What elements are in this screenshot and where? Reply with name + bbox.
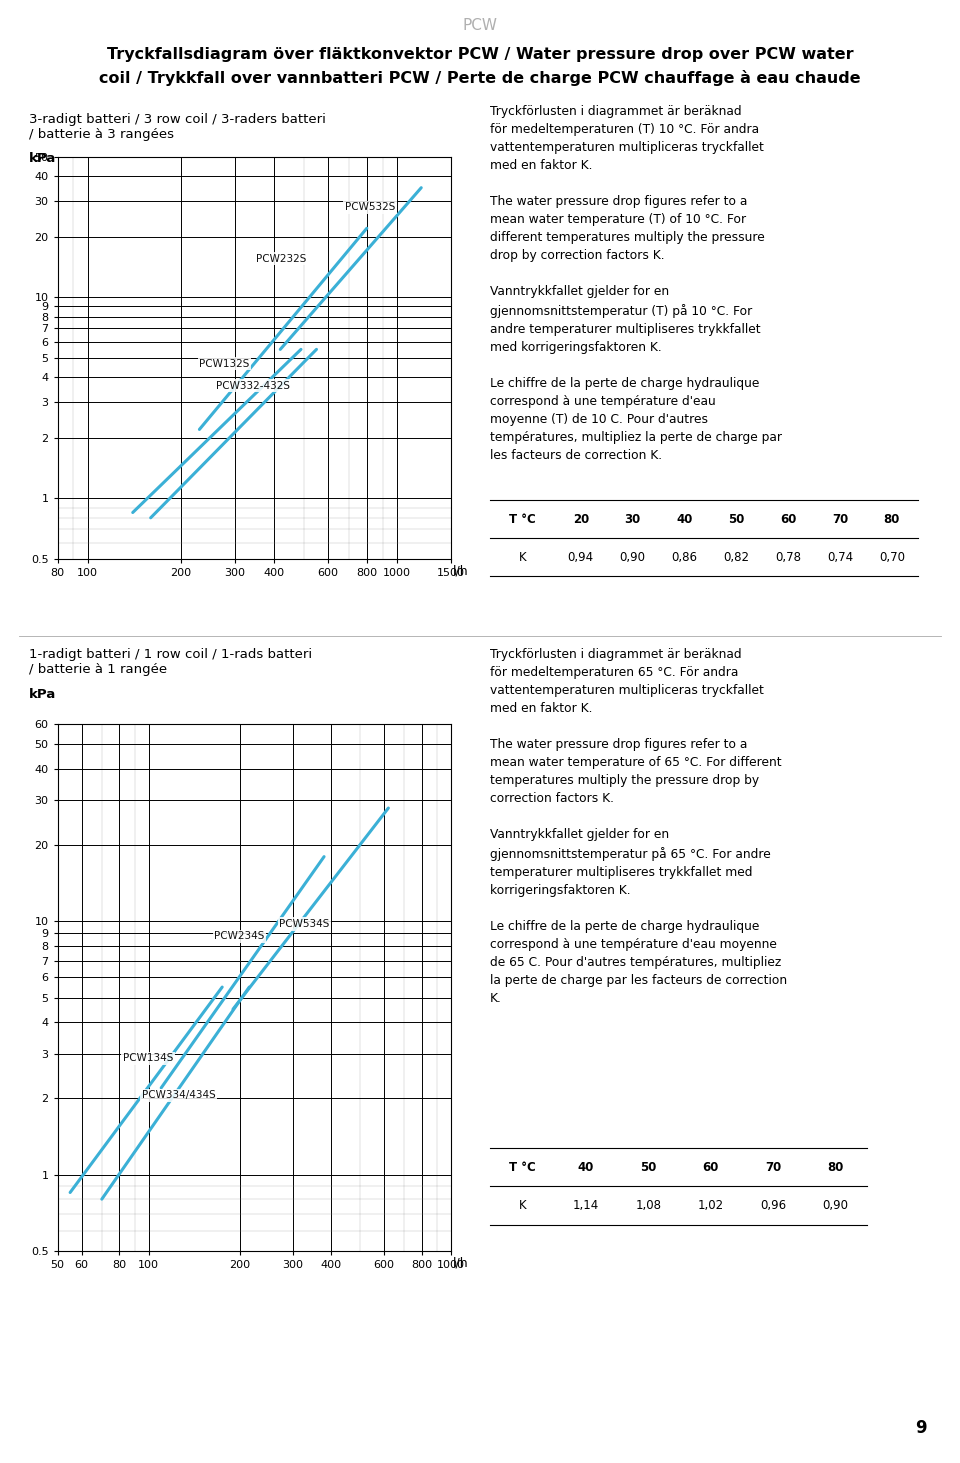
Text: 20: 20 xyxy=(573,514,588,525)
Text: l/h: l/h xyxy=(453,1257,468,1270)
Text: K: K xyxy=(518,1200,526,1211)
Text: 50: 50 xyxy=(728,514,745,525)
Text: 0,70: 0,70 xyxy=(878,552,905,563)
Text: 0,90: 0,90 xyxy=(619,552,646,563)
Text: 1,08: 1,08 xyxy=(636,1200,661,1211)
Text: PCW332-432S: PCW332-432S xyxy=(216,380,290,391)
Text: 1-radigt batteri / 1 row coil / 1-rads batteri
/ batterie à 1 rangée: 1-radigt batteri / 1 row coil / 1-rads b… xyxy=(29,648,312,676)
Text: 1,02: 1,02 xyxy=(698,1200,724,1211)
Text: 0,78: 0,78 xyxy=(775,552,802,563)
Text: PCW132S: PCW132S xyxy=(200,358,250,369)
Text: Tryckförlusten i diagrammet är beräknad
för medeltemperaturen 65 °C. För andra
v: Tryckförlusten i diagrammet är beräknad … xyxy=(490,648,787,1005)
Text: 60: 60 xyxy=(780,514,797,525)
Text: PCW234S: PCW234S xyxy=(214,930,265,941)
Text: PCW534S: PCW534S xyxy=(279,919,329,929)
Text: T °C: T °C xyxy=(509,1162,536,1173)
Text: PCW334/434S: PCW334/434S xyxy=(142,1090,216,1100)
Text: T °C: T °C xyxy=(509,514,536,525)
Text: 0,82: 0,82 xyxy=(723,552,750,563)
Text: 0,96: 0,96 xyxy=(760,1200,786,1211)
Text: 70: 70 xyxy=(765,1162,781,1173)
Text: 80: 80 xyxy=(883,514,900,525)
Text: coil / Trykkfall over vannbatteri PCW / Perte de charge PCW chauffage à eau chau: coil / Trykkfall over vannbatteri PCW / … xyxy=(99,70,861,86)
Text: PCW134S: PCW134S xyxy=(123,1053,173,1064)
Text: Tryckförlusten i diagrammet är beräknad
för medeltemperaturen (T) 10 °C. För and: Tryckförlusten i diagrammet är beräknad … xyxy=(490,105,781,462)
Text: 30: 30 xyxy=(625,514,640,525)
Text: K: K xyxy=(518,552,526,563)
Text: PCW: PCW xyxy=(463,18,497,34)
Text: 60: 60 xyxy=(703,1162,719,1173)
Text: 40: 40 xyxy=(676,514,693,525)
Text: 1,14: 1,14 xyxy=(573,1200,599,1211)
Text: 9: 9 xyxy=(915,1419,926,1437)
Text: kPa: kPa xyxy=(29,688,56,701)
Text: 0,90: 0,90 xyxy=(823,1200,849,1211)
Text: 3-radigt batteri / 3 row coil / 3-raders batteri
/ batterie à 3 rangées: 3-radigt batteri / 3 row coil / 3-raders… xyxy=(29,113,325,140)
Text: Tryckfallsdiagram över fläktkonvektor PCW / Water pressure drop over PCW water: Tryckfallsdiagram över fläktkonvektor PC… xyxy=(107,47,853,61)
Text: kPa: kPa xyxy=(29,152,56,165)
Text: 80: 80 xyxy=(828,1162,844,1173)
Text: 0,86: 0,86 xyxy=(671,552,698,563)
Text: 0,74: 0,74 xyxy=(827,552,853,563)
Text: 0,94: 0,94 xyxy=(567,552,594,563)
Text: 70: 70 xyxy=(832,514,848,525)
Text: PCW232S: PCW232S xyxy=(255,253,306,263)
Text: 40: 40 xyxy=(578,1162,594,1173)
Text: PCW532S: PCW532S xyxy=(345,202,396,212)
Text: 50: 50 xyxy=(640,1162,657,1173)
Text: l/h: l/h xyxy=(453,565,468,578)
